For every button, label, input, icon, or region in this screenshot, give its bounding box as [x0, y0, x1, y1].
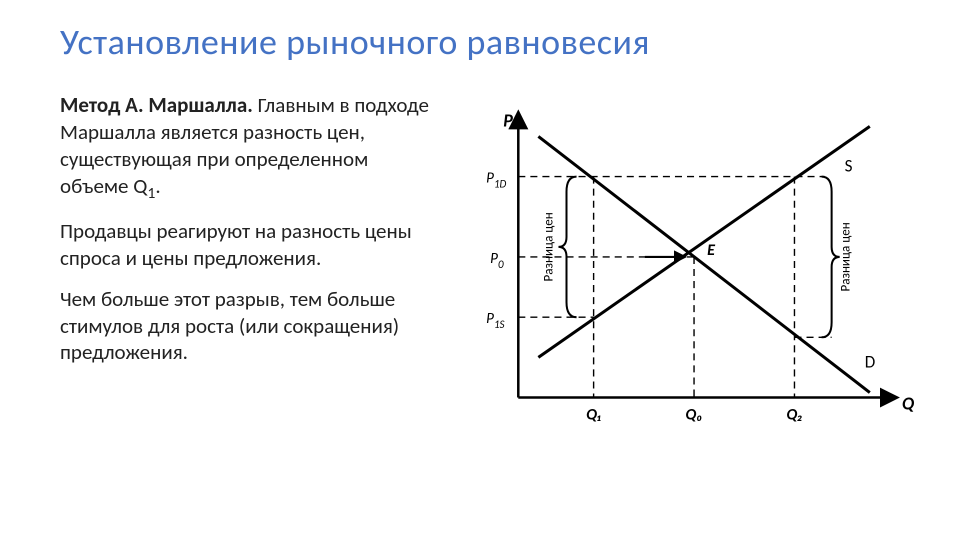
p1s-label: P1S	[486, 310, 504, 331]
page-title: Установление рыночного равновесия	[60, 20, 920, 64]
x-axis-label: Q	[902, 393, 915, 415]
p1-bold: Метод А. Маршалла.	[60, 92, 253, 118]
q1-label: Q₁	[586, 406, 601, 425]
q0-label: Q₀	[685, 406, 702, 425]
p0-label: P0	[490, 250, 504, 271]
equilibrium-label: E	[707, 241, 716, 260]
left-brace-label: Разница цен	[540, 212, 556, 281]
paragraph-1: Метод А. Маршалла. Главным в подходе Мар…	[60, 92, 440, 204]
left-brace	[558, 177, 576, 318]
demand-label: D	[865, 351, 876, 372]
supply-curve	[538, 126, 869, 357]
guide-lines	[518, 177, 831, 398]
supply-label: S	[845, 156, 853, 177]
y-axis-label: P	[503, 109, 513, 131]
text-column: Метод А. Маршалла. Главным в подходе Мар…	[60, 92, 440, 380]
demand-curve	[538, 136, 869, 392]
content-row: Метод А. Маршалла. Главным в подходе Мар…	[60, 92, 920, 452]
p1-end: .	[155, 173, 160, 199]
q2-label: Q₂	[786, 406, 802, 425]
p1d-label: P1D	[486, 170, 506, 191]
paragraph-2: Продавцы реагируют на разность цены спро…	[60, 218, 440, 272]
right-brace-label: Разница цен	[838, 222, 854, 291]
paragraph-3: Чем больше этот разрыв, тем больше стиму…	[60, 286, 440, 367]
supply-demand-chart: Разница цен Разница цен P Q P1D P0 P1S Q…	[448, 92, 920, 452]
chart-column: Разница цен Разница цен P Q P1D P0 P1S Q…	[448, 92, 920, 452]
